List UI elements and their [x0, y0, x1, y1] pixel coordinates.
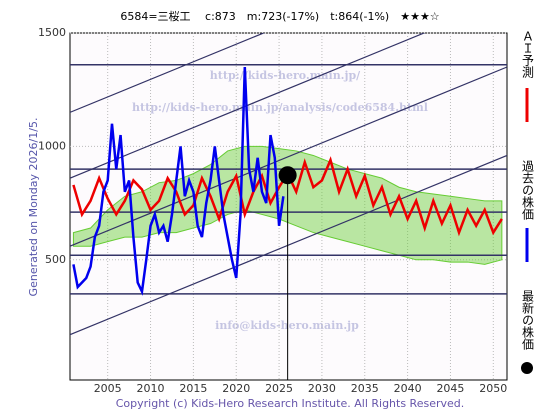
x-tick-label: 2025: [265, 382, 293, 395]
legend-label: ＡＩ予測: [521, 30, 535, 79]
y-tick-label: 1000: [38, 139, 66, 152]
footer: Copyright (c) Kids-Hero Research Institu…: [116, 397, 465, 410]
x-tick-label: 2005: [94, 382, 122, 395]
x-tick-label: 2015: [179, 382, 207, 395]
trend-line: [70, 33, 266, 113]
y-tick-label: 1500: [38, 26, 66, 39]
latest-point: [278, 166, 297, 185]
x-tick-label: 2050: [479, 382, 507, 395]
x-tick-label: 2020: [222, 382, 250, 395]
trend-line: [70, 154, 507, 336]
annotation: Generated on Monday 2026/1/5.: [27, 118, 40, 297]
x-tick-label: 2035: [351, 382, 379, 395]
x-tick-label: 2010: [137, 382, 165, 395]
legend-label: 過去の株価: [521, 160, 535, 220]
series-line: [72, 66, 285, 296]
x-tick-label: 2040: [394, 382, 422, 395]
trend-line: [70, 33, 426, 179]
x-tick-label: 2030: [308, 382, 336, 395]
y-tick-label: 500: [45, 253, 66, 266]
chart-title: 6584=三桜工 c:873 m:723(-17%) t:864(-1%) ★★…: [120, 9, 439, 23]
watermark: http://kids-hero.main.jp/: [210, 69, 361, 82]
watermark: http://kids-hero.main.jp/analysis/code65…: [132, 101, 428, 114]
trend-line: [70, 66, 507, 247]
x-tick-label: 2045: [436, 382, 464, 395]
legend-label: 最新の株価: [521, 290, 535, 350]
legend-marker: [521, 362, 533, 374]
